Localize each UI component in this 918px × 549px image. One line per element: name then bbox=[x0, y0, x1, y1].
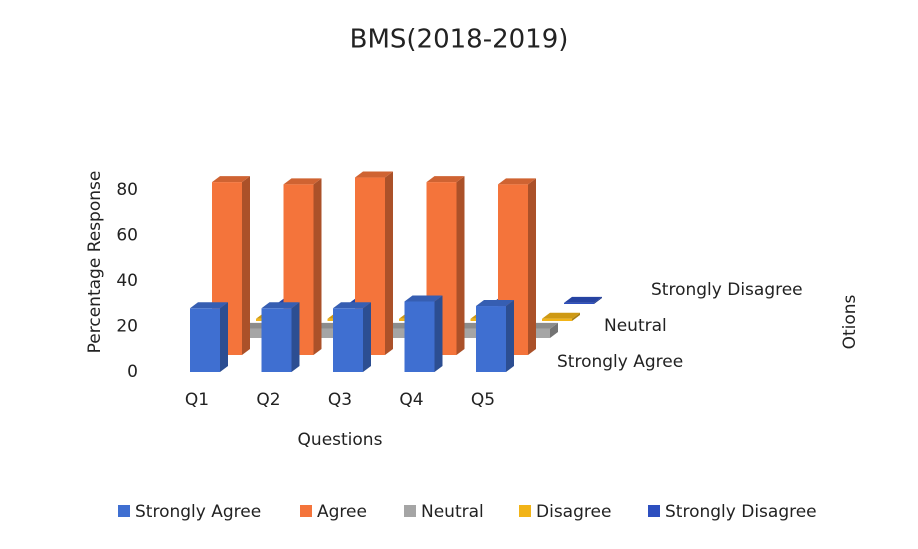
bar-front bbox=[476, 306, 506, 372]
bar-top bbox=[333, 302, 371, 309]
bar-top bbox=[476, 300, 514, 307]
bar-top bbox=[190, 302, 228, 309]
bar bbox=[476, 300, 514, 372]
bar-side bbox=[313, 178, 322, 355]
y-tick-label: 80 bbox=[116, 180, 138, 200]
bar-side bbox=[434, 295, 443, 372]
bar bbox=[261, 302, 300, 372]
bar-top bbox=[355, 171, 393, 178]
bar-top bbox=[426, 176, 465, 183]
bar-side bbox=[528, 178, 536, 355]
z-tick-label: Strongly Disagree bbox=[651, 280, 803, 300]
legend-swatch bbox=[404, 505, 416, 517]
bar-side bbox=[363, 302, 371, 372]
bar-side bbox=[291, 302, 300, 372]
z-tick-label: Strongly Agree bbox=[557, 352, 683, 372]
bar-front bbox=[564, 302, 594, 304]
y-tick-label: 60 bbox=[116, 226, 138, 246]
bar-side bbox=[456, 176, 465, 355]
legend-swatch bbox=[118, 505, 130, 517]
legend-swatch bbox=[648, 505, 660, 517]
bar-side bbox=[506, 300, 514, 372]
bar-top bbox=[404, 295, 443, 302]
x-axis-title: Questions bbox=[298, 430, 383, 450]
bar-front bbox=[261, 308, 292, 372]
bar-front bbox=[190, 308, 220, 372]
z-tick-label: Neutral bbox=[604, 316, 667, 336]
bar bbox=[564, 296, 602, 304]
x-tick-label: Q3 bbox=[328, 390, 352, 410]
bar-top bbox=[212, 176, 250, 183]
bar bbox=[542, 312, 580, 321]
bar-side bbox=[220, 302, 228, 372]
bar bbox=[333, 302, 371, 372]
legend-label: Neutral bbox=[421, 502, 484, 522]
bar-top bbox=[498, 178, 536, 185]
bar-front bbox=[542, 318, 572, 321]
legend-label: Strongly Disagree bbox=[665, 502, 817, 522]
bar-top bbox=[542, 312, 580, 319]
bar-side bbox=[385, 171, 393, 355]
bar-front bbox=[404, 301, 435, 372]
y-axis-title: Percentage Response bbox=[85, 171, 105, 354]
bar-top bbox=[564, 296, 602, 303]
bar-side bbox=[242, 176, 250, 355]
bar-side bbox=[572, 312, 580, 321]
chart-title: BMS(2018-2019) bbox=[350, 25, 569, 55]
legend-label: Agree bbox=[317, 502, 367, 522]
legend-label: Disagree bbox=[536, 502, 611, 522]
y-tick-label: 20 bbox=[116, 317, 138, 337]
x-tick-label: Q1 bbox=[185, 390, 209, 410]
legend-swatch bbox=[300, 505, 312, 517]
x-tick-label: Q4 bbox=[399, 390, 423, 410]
bar-top bbox=[261, 302, 300, 309]
bar bbox=[190, 302, 228, 372]
legend-swatch bbox=[519, 505, 531, 517]
bar-side bbox=[594, 296, 602, 304]
legend-label: Strongly Agree bbox=[135, 502, 261, 522]
x-tick-label: Q2 bbox=[256, 390, 280, 410]
y-tick-label: 0 bbox=[127, 362, 138, 382]
z-axis-title: Otions bbox=[840, 294, 860, 349]
bar bbox=[404, 295, 443, 372]
y-tick-label: 40 bbox=[116, 271, 138, 291]
bar-side bbox=[550, 322, 558, 338]
x-tick-label: Q5 bbox=[471, 390, 495, 410]
bar-top bbox=[283, 178, 322, 185]
bar-front bbox=[333, 308, 363, 372]
